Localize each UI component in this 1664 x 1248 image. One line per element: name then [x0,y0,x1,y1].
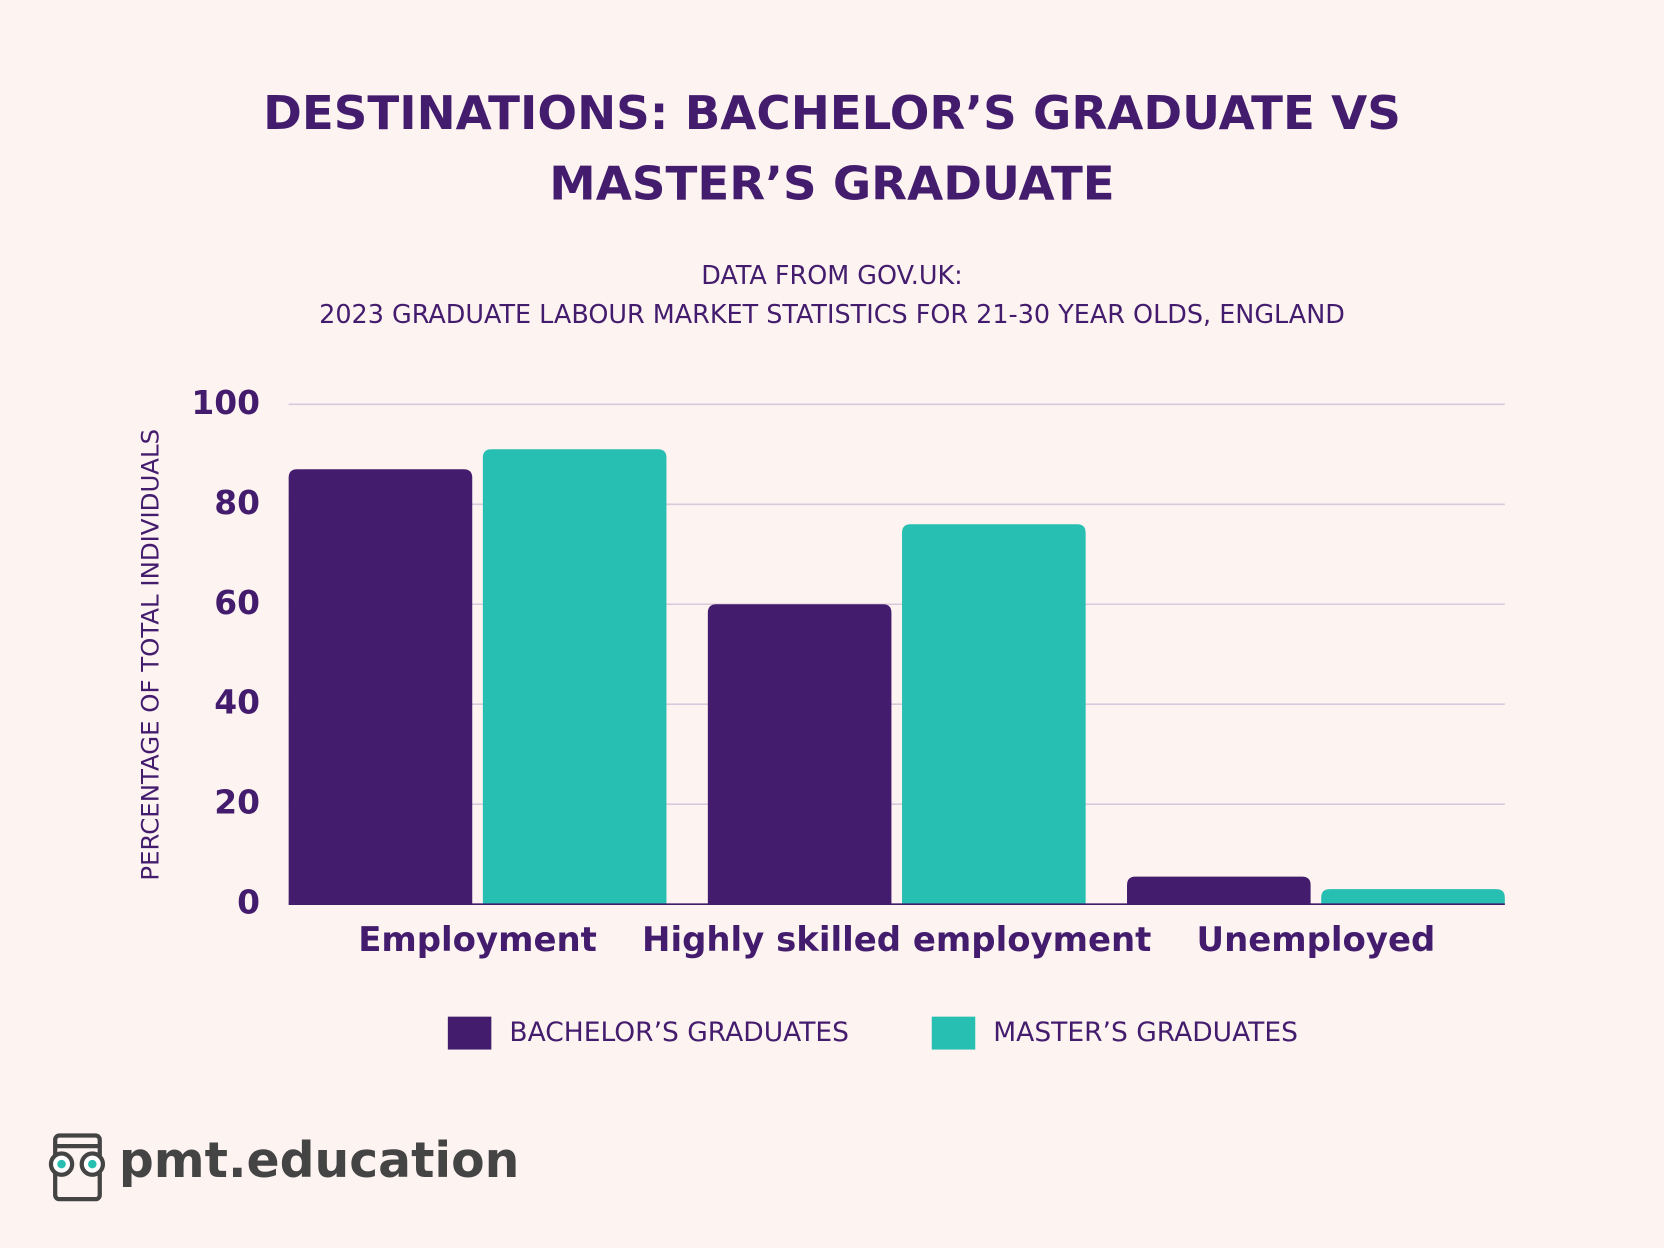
bar [482,449,667,905]
legend-label: MASTER’S GRADUATES [993,1017,1298,1048]
y-tick-label: 0 [237,883,260,922]
bar [707,604,892,905]
x-tick-label: Highly skilled employment [642,920,1151,960]
legend-swatch [931,1016,976,1050]
bar [902,524,1086,905]
legend-label: BACHELOR’S GRADUATES [509,1017,849,1048]
bar [1127,876,1311,905]
legend-swatch [447,1016,492,1050]
chart-subtitle: 2023 GRADUATE LABOUR MARKET STATISTICS F… [319,300,1345,330]
y-tick-label: 80 [214,483,260,522]
y-tick-label: 40 [214,683,260,722]
y-tick-label: 100 [191,383,260,422]
x-tick-label: Unemployed [1197,920,1436,960]
chart-title: DESTINATIONS: BACHELOR’S GRADUATE VS [263,87,1401,141]
y-axis-label: PERCENTAGE OF TOTAL INDIVIDUALS [136,429,165,881]
chart-title: MASTER’S GRADUATE [549,157,1114,211]
x-tick-label: Employment [358,920,597,960]
bar [1321,889,1505,905]
logo-icon [48,1133,106,1202]
bar [288,469,473,905]
y-tick-label: 20 [214,783,260,822]
y-tick-label: 60 [214,583,260,622]
chart-subtitle: DATA FROM GOV.UK: [701,261,963,291]
brand: pmt.education [119,1132,520,1189]
